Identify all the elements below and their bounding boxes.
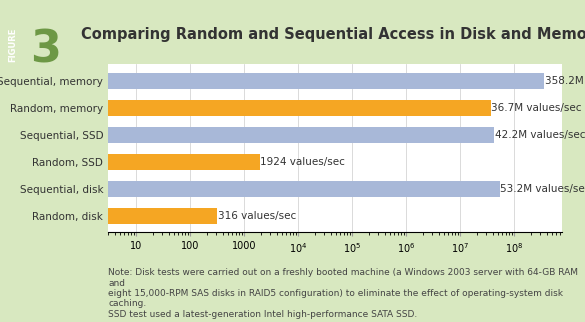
- Bar: [0, 154, 260, 170]
- Text: 36.7M values/sec: 36.7M values/sec: [491, 103, 582, 113]
- Text: 358.2M values/sec: 358.2M values/sec: [545, 76, 585, 86]
- Text: 3: 3: [30, 28, 61, 71]
- Bar: [0, 99, 491, 116]
- Text: 42.2M values/sec: 42.2M values/sec: [494, 130, 585, 140]
- Text: 316 values/sec: 316 values/sec: [218, 211, 296, 221]
- Bar: [0, 72, 544, 89]
- Text: 1924 values/sec: 1924 values/sec: [260, 156, 345, 166]
- Text: Note: Disk tests were carried out on a freshly booted machine (a Windows 2003 se: Note: Disk tests were carried out on a f…: [108, 268, 578, 319]
- Text: 53.2M values/sec: 53.2M values/sec: [500, 184, 585, 194]
- Bar: [0, 181, 500, 197]
- Bar: [0, 127, 494, 143]
- Bar: [0, 208, 218, 224]
- Text: Comparing Random and Sequential Access in Disk and Memory: Comparing Random and Sequential Access i…: [81, 27, 585, 42]
- Text: FIGURE: FIGURE: [8, 28, 17, 62]
